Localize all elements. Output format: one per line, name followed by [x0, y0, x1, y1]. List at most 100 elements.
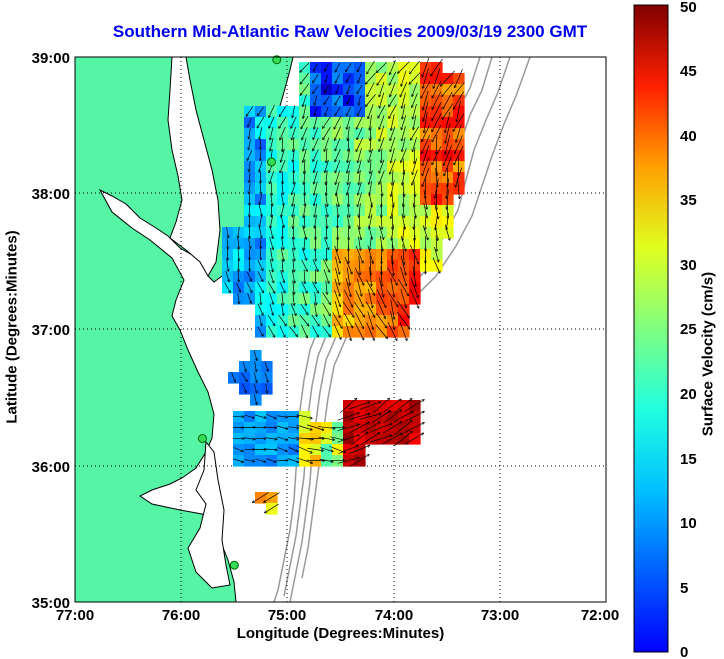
velocity-cell — [310, 106, 322, 118]
velocity-arrow — [300, 72, 310, 84]
velocity-arrow — [433, 68, 441, 89]
velocity-cell — [453, 172, 465, 184]
velocity-arrow — [370, 136, 372, 153]
velocity-cell — [453, 139, 465, 151]
velocity-cell — [387, 161, 399, 173]
velocity-arrow — [326, 170, 328, 184]
velocity-arrow — [325, 280, 327, 295]
velocity-arrow — [423, 202, 427, 218]
velocity-arrow — [389, 71, 397, 85]
velocity-arrow — [293, 137, 294, 152]
colorbar-tick-label: 20 — [680, 386, 697, 403]
velocity-arrow — [402, 244, 404, 264]
velocity-arrow — [443, 91, 453, 109]
velocity-arrow — [259, 127, 263, 139]
velocity-cell — [376, 117, 388, 129]
velocity-arrow — [421, 135, 431, 153]
velocity-arrow — [260, 238, 261, 248]
velocity-arrow — [432, 257, 440, 273]
velocity-arrow — [257, 303, 263, 316]
velocity-arrow — [346, 74, 352, 83]
velocity-arrow — [253, 372, 257, 382]
velocity-arrow — [227, 237, 228, 249]
colorbar-tick-label: 50 — [680, 0, 697, 16]
velocity-arrow — [381, 266, 382, 287]
velocity-arrow — [444, 156, 452, 176]
velocity-cell — [420, 62, 432, 74]
velocity-arrow — [398, 278, 408, 296]
velocity-arrow — [301, 259, 308, 271]
velocity-arrow — [299, 314, 309, 326]
velocity-arrow — [303, 137, 307, 151]
velocity-cell — [376, 433, 388, 445]
velocity-arrow — [447, 202, 448, 218]
velocity-arrow — [252, 492, 269, 502]
velocity-arrow — [264, 372, 268, 383]
velocity-arrow — [258, 204, 262, 216]
velocity-arrow — [266, 427, 276, 428]
velocity-arrow — [412, 169, 418, 185]
velocity-arrow — [325, 192, 328, 206]
velocity-arrow — [398, 61, 410, 74]
velocity-arrow — [446, 178, 450, 198]
velocity-arrow — [379, 81, 385, 97]
velocity-arrow — [390, 158, 396, 174]
velocity-cell — [453, 128, 465, 140]
velocity-arrow — [432, 91, 442, 110]
velocity-cell — [332, 150, 344, 162]
velocity-arrow — [260, 139, 261, 150]
velocity-cell — [387, 411, 399, 423]
velocity-cell — [453, 73, 465, 85]
velocity-arrow — [337, 235, 338, 251]
velocity-arrow — [382, 422, 402, 434]
velocity-arrow — [313, 302, 316, 317]
velocity-arrow — [324, 137, 330, 152]
colorbar-label: Surface Velocity (cm/s) — [699, 271, 717, 437]
velocity-arrow — [324, 203, 328, 217]
velocity-cell — [332, 106, 344, 118]
velocity-cell — [420, 128, 432, 140]
velocity-cell — [321, 161, 333, 173]
velocity-arrow — [421, 124, 430, 142]
velocity-cell — [299, 106, 311, 118]
velocity-arrow — [314, 181, 318, 196]
velocity-cell — [365, 172, 377, 184]
velocity-arrow — [414, 235, 415, 252]
velocity-arrow — [281, 291, 283, 306]
velocity-arrow — [325, 106, 329, 116]
y-tick-label: 37:00 — [32, 322, 70, 339]
velocity-arrow — [300, 83, 310, 96]
y-tick-label: 38:00 — [32, 186, 70, 203]
velocity-cell — [310, 150, 322, 162]
velocity-arrow — [365, 94, 376, 106]
velocity-arrow — [370, 236, 372, 250]
velocity-arrow — [270, 214, 274, 228]
velocity-cell — [299, 150, 311, 162]
velocity-cell — [376, 400, 388, 412]
velocity-arrow — [296, 424, 313, 430]
velocity-arrow — [401, 213, 405, 230]
velocity-arrow — [264, 492, 280, 503]
velocity-arrow — [260, 292, 261, 305]
velocity-cell — [387, 84, 399, 96]
velocity-cell — [376, 73, 388, 85]
velocity-arrow — [389, 104, 397, 118]
velocity-arrow — [246, 106, 254, 117]
velocity-arrow — [345, 278, 351, 297]
velocity-arrow — [282, 182, 283, 194]
velocity-arrow — [293, 225, 294, 240]
velocity-arrow — [253, 383, 257, 394]
velocity-arrow — [390, 60, 396, 74]
velocity-arrow — [301, 248, 306, 261]
velocity-arrow — [244, 414, 255, 418]
colorbar-tick-label: 25 — [680, 321, 697, 338]
velocity-cell — [299, 95, 311, 107]
velocity-arrow — [355, 289, 364, 307]
velocity-arrow — [390, 311, 395, 329]
velocity-arrow — [326, 181, 327, 195]
colorbar-tick-label: 0 — [680, 644, 688, 659]
velocity-cell — [354, 62, 366, 74]
colorbar-tick-label: 15 — [680, 451, 697, 468]
velocity-arrow — [291, 126, 296, 140]
